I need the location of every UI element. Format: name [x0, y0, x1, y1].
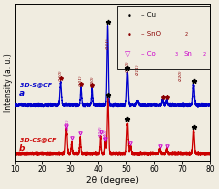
Text: (440): (440) [103, 128, 107, 140]
Text: Sn: Sn [184, 51, 193, 57]
Text: (402): (402) [99, 125, 102, 137]
Text: •: • [127, 12, 132, 21]
Text: (110): (110) [59, 69, 63, 81]
Text: b: b [19, 144, 25, 153]
Text: 3D-S@CF: 3D-S@CF [20, 82, 52, 87]
Text: 3: 3 [175, 52, 178, 57]
Text: – SnO: – SnO [141, 31, 161, 37]
Y-axis label: Intensity (a. u.): Intensity (a. u.) [4, 53, 13, 112]
Text: (200): (200) [90, 76, 94, 88]
Text: 2: 2 [185, 32, 188, 37]
Text: (200): (200) [125, 60, 129, 72]
Text: •: • [127, 31, 132, 40]
X-axis label: 2θ (degree): 2θ (degree) [86, 176, 139, 185]
Text: 2: 2 [202, 52, 205, 57]
Text: (401): (401) [66, 119, 70, 130]
Text: 3D-CS@CF: 3D-CS@CF [20, 137, 57, 143]
Text: (101): (101) [79, 74, 83, 86]
Text: a: a [19, 89, 25, 98]
Text: ▽: ▽ [125, 51, 130, 57]
Text: (211): (211) [135, 63, 140, 75]
Text: – Co: – Co [141, 51, 155, 57]
Text: (111): (111) [106, 38, 110, 49]
Text: – Cu: – Cu [141, 12, 156, 18]
Text: (220): (220) [179, 69, 183, 81]
